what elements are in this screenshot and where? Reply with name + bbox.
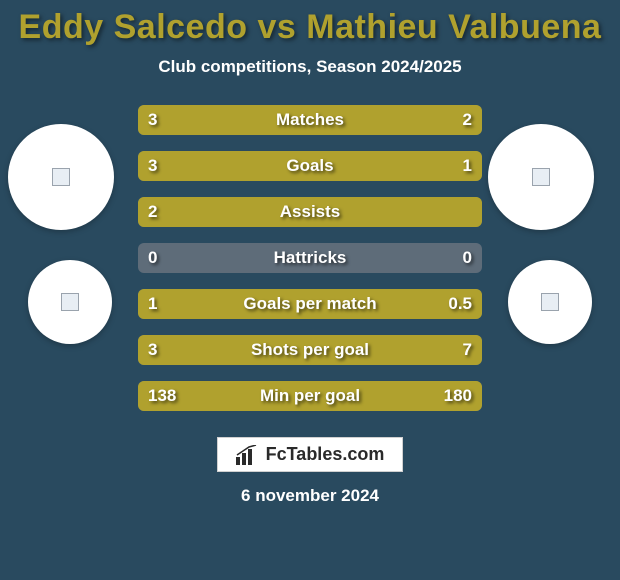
stat-value-left: 138 [148,386,176,406]
stat-bar-left [138,151,396,181]
stats-area: 3 2 Matches 3 1 Goals 2 Assists 0 0 Hattricks 1 0.5 G… [0,105,620,411]
stat-value-right: 0.5 [448,294,472,314]
stat-row: 3 7 Shots per goal [138,335,482,365]
stat-value-right: 7 [463,340,472,360]
chart-icon [236,445,258,465]
vs-text: vs [257,8,296,46]
stat-label: Assists [280,202,340,222]
stat-row: 0 0 Hattricks [138,243,482,273]
stat-row: 1 0.5 Goals per match [138,289,482,319]
subtitle: Club competitions, Season 2024/2025 [158,57,461,77]
page-title: Eddy Salcedo vs Mathieu Valbuena [19,8,602,47]
player1-name: Eddy Salcedo [19,8,248,46]
stat-row: 3 1 Goals [138,151,482,181]
stat-label: Hattricks [274,248,347,268]
stat-label: Shots per goal [251,340,369,360]
stat-row: 3 2 Matches [138,105,482,135]
brand-text: FcTables.com [266,444,385,465]
footer-date: 6 november 2024 [241,486,379,506]
brand-badge: FcTables.com [217,437,404,472]
stat-value-left: 3 [148,156,157,176]
stat-label: Matches [276,110,344,130]
stat-label: Goals per match [243,294,376,314]
stat-bars: 3 2 Matches 3 1 Goals 2 Assists 0 0 Hattricks 1 0.5 G… [138,105,482,411]
stat-value-right: 2 [463,110,472,130]
stat-value-left: 3 [148,340,157,360]
stat-value-left: 1 [148,294,157,314]
player2-name: Mathieu Valbuena [306,8,601,46]
stat-row: 2 Assists [138,197,482,227]
stat-bar-right [344,105,482,135]
stat-value-right: 1 [463,156,472,176]
stat-value-left: 0 [148,248,157,268]
stat-value-right: 0 [463,248,472,268]
stat-label: Goals [286,156,333,176]
content: Eddy Salcedo vs Mathieu Valbuena Club co… [0,0,620,580]
stat-row: 138 180 Min per goal [138,381,482,411]
stat-value-left: 2 [148,202,157,222]
stat-value-left: 3 [148,110,157,130]
stat-value-right: 180 [444,386,472,406]
stat-label: Min per goal [260,386,360,406]
